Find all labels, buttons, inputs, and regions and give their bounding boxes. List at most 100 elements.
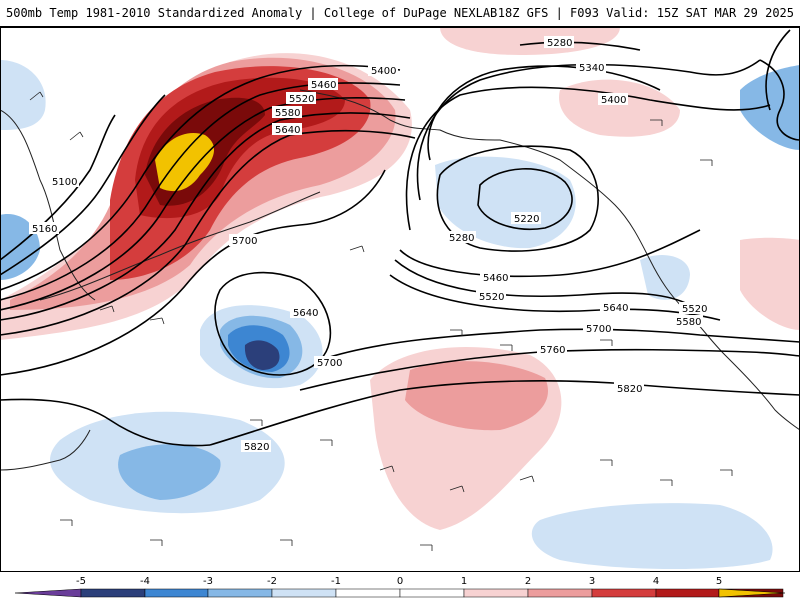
colorbar-tick-label: 4 [653, 576, 659, 587]
contour-labels: 5280 5340 5400 5400 5460 5520 5580 5640 … [29, 36, 709, 453]
wind-barb [320, 439, 333, 446]
svg-text:5580: 5580 [275, 108, 300, 119]
wind-barb [660, 479, 673, 486]
colorbar-tick-label: 0 [397, 576, 403, 587]
wind-barb [250, 419, 263, 426]
contour-label: 5820 [241, 440, 271, 453]
wind-barb [349, 245, 365, 253]
colorbar-tick-label: 2 [525, 576, 531, 587]
contour-label: 5640 [272, 123, 302, 136]
colorbar-tick-label: -2 [267, 576, 277, 587]
cool-anomaly-coast [640, 255, 690, 300]
alaska-coastline [299, 89, 800, 431]
wind-barb [600, 339, 613, 346]
anomaly-map: 5280 5340 5400 5400 5460 5520 5580 5640 … [0, 27, 800, 572]
colorbar-swatch [271, 588, 337, 598]
contour-label: 5640 [600, 301, 630, 314]
contour-label: 5100 [49, 175, 79, 188]
svg-text:5640: 5640 [293, 308, 318, 319]
colorbar-swatch [527, 588, 593, 598]
colorbar-tick-label: 1 [461, 576, 467, 587]
wind-barb [29, 91, 44, 101]
contour-label: 5160 [29, 222, 59, 235]
contour-5220-ring [477, 168, 573, 230]
colorbar-swatch [591, 588, 657, 598]
wind-barb [149, 317, 165, 325]
colorbar-tick-label: -4 [140, 576, 150, 587]
wind-barb [280, 539, 293, 546]
contour-5400-nw [0, 64, 401, 291]
contour-label: 5520 [679, 302, 709, 315]
contour-5280-top [519, 41, 641, 51]
colorbar-swatch [144, 588, 209, 598]
colorbar-ticks: -5 -4 -3 -2 -1 0 1 2 3 4 5 [76, 576, 722, 587]
colorbar-tick-label: -3 [203, 576, 213, 587]
contour-label: 5640 [290, 306, 320, 319]
svg-text:5460: 5460 [483, 273, 508, 284]
wind-barb [700, 159, 713, 166]
colorbar: -5 -4 -3 -2 -1 0 1 2 3 4 5 [14, 576, 786, 598]
colorbar-arrow-right [718, 588, 786, 598]
aleutian-islands [39, 191, 321, 301]
contour-5520-nw [0, 96, 406, 311]
svg-text:5280: 5280 [449, 233, 474, 244]
svg-text:5400: 5400 [601, 95, 626, 106]
wind-barb [60, 519, 73, 526]
cool-anomaly-neg4 [244, 340, 280, 370]
cool-anomaly-se [531, 503, 773, 569]
colorbar-tick-label: 3 [589, 576, 595, 587]
wind-barb [720, 469, 733, 476]
svg-text:5820: 5820 [244, 442, 269, 453]
wind-barb [420, 544, 433, 551]
contour-label: 5520 [286, 92, 316, 105]
svg-text:5700: 5700 [586, 324, 611, 335]
contour-label: 5700 [229, 234, 259, 247]
colorbar-swatch [655, 588, 720, 598]
contour-label: 5460 [308, 78, 338, 91]
contour-label: 5820 [614, 382, 644, 395]
svg-text:5640: 5640 [603, 303, 628, 314]
wind-barb [379, 465, 395, 473]
contour-label: 5220 [511, 212, 541, 225]
wind-barb [500, 344, 513, 351]
coastlines [0, 89, 800, 471]
cool-anomaly-west-light [0, 60, 46, 130]
siberia-coastline [0, 109, 96, 301]
svg-text:5580: 5580 [676, 317, 701, 328]
contour-label: 5280 [544, 36, 574, 49]
svg-text:5820: 5820 [617, 384, 642, 395]
colorbar-swatch [399, 588, 465, 598]
svg-text:5400: 5400 [371, 66, 396, 77]
svg-text:5520: 5520 [682, 304, 707, 315]
contour-label: 5580 [673, 315, 703, 328]
warm-anomaly-pacific-inner [405, 361, 548, 431]
svg-text:5220: 5220 [514, 214, 539, 225]
colorbar-arrow-left [14, 588, 82, 598]
svg-text:5280: 5280 [547, 38, 572, 49]
wind-barb [519, 475, 535, 483]
wind-barb [600, 459, 613, 466]
svg-text:5100: 5100 [52, 177, 77, 188]
contour-label: 5340 [576, 61, 606, 74]
colorbar-tick-label: -5 [76, 576, 86, 587]
svg-text:5340: 5340 [579, 63, 604, 74]
contour-label: 5580 [272, 106, 302, 119]
svg-text:5520: 5520 [289, 94, 314, 105]
contour-5100 [0, 114, 116, 261]
svg-text:5700: 5700 [232, 236, 257, 247]
contour-5160 [0, 94, 166, 276]
wind-barbs [29, 91, 733, 551]
contour-5640-nw [0, 129, 416, 336]
contour-5820-a [209, 380, 800, 446]
svg-text:5520: 5520 [479, 292, 504, 303]
svg-text:5760: 5760 [540, 345, 565, 356]
contour-label: 5400 [598, 93, 628, 106]
map-header: 500mb Temp 1981-2010 Standardized Anomal… [0, 0, 800, 27]
cool-anomaly-ne-low [435, 156, 576, 249]
contour-ne-high [427, 65, 661, 161]
contour-label: 5400 [368, 64, 398, 77]
colorbar-swatches [14, 588, 786, 598]
contour-5460-se [399, 229, 701, 278]
colorbar-swatch [335, 588, 401, 598]
contour-5520-se [394, 259, 691, 306]
